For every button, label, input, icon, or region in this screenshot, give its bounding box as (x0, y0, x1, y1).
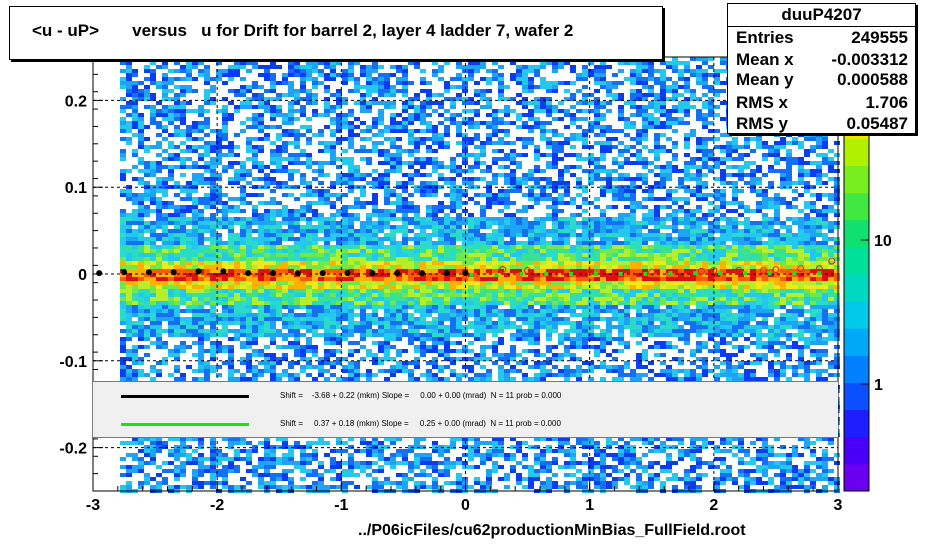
stats-row-rms-y: RMS y 0.05487 (736, 114, 908, 136)
colorbar-band (844, 436, 869, 465)
profile-marker-red (797, 265, 805, 273)
colorbar-band (844, 274, 869, 302)
stats-row-entries: Entries 249555 (736, 28, 908, 50)
y-tick-label: 0.2 (65, 93, 87, 110)
stats-label: Mean y (736, 70, 794, 89)
profile-marker-red (760, 267, 767, 275)
profile-marker-green (494, 272, 499, 277)
profile-marker-green (817, 271, 822, 276)
legend-text-black: Shift = -3.68 + 0.22 (mkm) Slope = 0.00 … (280, 391, 562, 400)
profile-marker-black (443, 270, 450, 277)
profile-marker-black (369, 270, 376, 277)
profile-marker-green (519, 272, 524, 276)
profile-marker-black (270, 270, 277, 277)
profile-marker-red (697, 267, 705, 275)
profile-marker-black (195, 268, 202, 275)
x-tick-label: -2 (210, 497, 224, 514)
stats-value: -0.003312 (831, 50, 908, 69)
colorbar-band (844, 219, 869, 248)
profile-marker-black (419, 270, 426, 277)
profile-marker-black (294, 270, 301, 277)
stats-row-rms-x: RMS x 1.706 (736, 93, 908, 115)
profile-marker-black (220, 268, 227, 275)
y-tick-label: 0.1 (65, 180, 87, 197)
profile-marker-black (145, 269, 152, 276)
stats-label: Mean x (736, 50, 794, 69)
profile-marker-black (394, 270, 401, 277)
x-tick-label: 1 (585, 497, 594, 514)
profile-marker-red (499, 266, 507, 274)
colorbar-band (844, 409, 869, 438)
legend-text-green: Shift = 0.37 + 0.18 (mkm) Slope = 0.25 +… (280, 419, 561, 428)
profile-marker-green (469, 272, 474, 277)
colorbar-band (844, 192, 869, 221)
profile-marker-green (618, 272, 623, 276)
x-tick-label: -1 (334, 497, 348, 514)
profile-marker-green (767, 271, 772, 276)
x-tick-label: 3 (834, 497, 843, 514)
colorbar-tick-label: 1 (874, 377, 883, 394)
stats-row-mean-y: Mean y 0.000588 (736, 70, 908, 92)
stats-value: 0.05487 (846, 114, 908, 133)
stats-value: 249555 (851, 28, 908, 47)
profile-marker-red (586, 268, 594, 276)
colorbar-band (844, 246, 869, 275)
colorbar-band (844, 301, 869, 329)
profile-marker-black (121, 269, 128, 276)
profile-marker-green (718, 271, 723, 276)
stats-row-mean-x: Mean x -0.003312 (736, 50, 908, 72)
source-file-label: ../P06icFiles/cu62productionMinBias_Full… (358, 522, 746, 539)
colorbar-band (844, 165, 869, 194)
stats-label: RMS x (736, 93, 788, 112)
profile-marker-black (170, 269, 177, 276)
x-tick-label: -3 (86, 497, 100, 514)
y-tick-label: -0.1 (59, 354, 87, 371)
fit-legend: Shift = -3.68 + 0.22 (mkm) Slope = 0.00 … (93, 381, 838, 438)
colorbar-tick-label: 10 (874, 233, 892, 250)
profile-marker-green (693, 271, 698, 276)
x-tick-label: 2 (709, 497, 718, 514)
profile-marker-red (710, 267, 718, 275)
stats-name: duuP4207 (781, 5, 862, 24)
plot-title: <u - uP> versus u for Drift for barrel 2… (32, 21, 574, 40)
profile-marker-black (96, 270, 103, 277)
plot-title-box: <u - uP> versus u for Drift for barrel 2… (9, 6, 663, 60)
stats-label: RMS y (736, 114, 788, 133)
profile-marker-green (668, 271, 673, 276)
profile-marker-green (544, 272, 549, 276)
profile-marker-black (319, 270, 326, 277)
profile-marker-green (643, 272, 648, 276)
x-tick-label: 0 (461, 497, 470, 514)
profile-marker-green (569, 272, 574, 276)
colorbar-band (844, 328, 869, 356)
profile-marker-green (742, 271, 747, 276)
stats-box: duuP4207 Entries 249555 Mean x -0.003312 M… (727, 3, 916, 134)
profile-marker-green (593, 272, 598, 276)
colorbar-band (844, 382, 869, 411)
colorbar-band (844, 355, 869, 383)
y-tick-label: 0 (78, 267, 87, 284)
stats-label: Entries (736, 28, 794, 47)
y-tick-label: -0.2 (59, 441, 87, 458)
profile-marker-red (648, 268, 656, 276)
profile-marker-red (772, 266, 780, 274)
stats-value: 0.000588 (837, 70, 908, 89)
stats-separator (728, 26, 915, 27)
colorbar-band (844, 138, 869, 166)
profile-marker-red (828, 257, 836, 265)
legend-line-green (121, 423, 249, 426)
profile-marker-green (792, 271, 797, 276)
profile-marker-black (462, 270, 469, 277)
profile-marker-black (245, 270, 252, 277)
profile-marker-red (524, 267, 532, 275)
stats-value: 1.706 (865, 93, 908, 112)
profile-marker-red (735, 267, 743, 275)
colorbar-band (844, 463, 869, 492)
profile-marker-black (344, 270, 351, 277)
legend-line-black (121, 395, 249, 398)
